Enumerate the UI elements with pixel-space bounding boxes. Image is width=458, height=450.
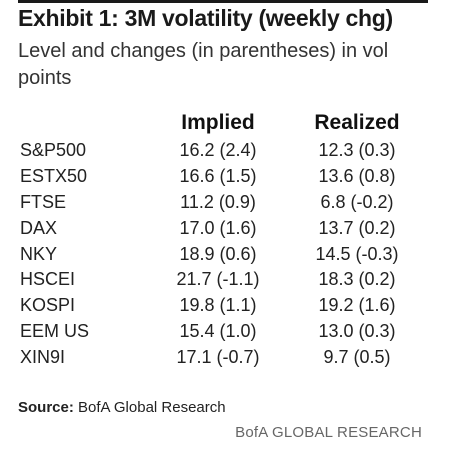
implied-value: 19.8 (1.1) <box>179 295 257 316</box>
realized-value: 14.5 (-0.3) <box>315 243 399 264</box>
header-name <box>18 108 148 138</box>
implied-value: 18.9 (0.6) <box>179 243 257 264</box>
realized-value: 19.2 (1.6) <box>318 295 396 316</box>
source-note: Source: BofA Global Research <box>18 399 226 416</box>
implied-value: 11.2 (0.9) <box>180 191 256 212</box>
index-name: EEM US <box>20 320 90 341</box>
index-name: NKY <box>20 243 58 264</box>
realized-value: 12.3 (0.3) <box>318 140 396 161</box>
exhibit-subtitle: Level and changes (in parentheses) in vo… <box>18 40 389 89</box>
header-implied: Implied <box>181 111 255 134</box>
implied-value: 21.7 (-1.1) <box>176 269 260 290</box>
index-name: XIN9I <box>20 346 66 367</box>
index-name: ESTX50 <box>20 166 88 187</box>
index-name: FTSE <box>20 191 67 212</box>
implied-value: 15.4 (1.0) <box>179 320 257 341</box>
volatility-table: Implied Realized S&P500 16.2 (2.4) 12.3 … <box>18 108 426 370</box>
top-rule <box>18 0 428 3</box>
header-realized: Realized <box>314 111 400 134</box>
index-name: KOSPI <box>20 295 76 316</box>
realized-value: 18.3 (0.2) <box>318 269 396 290</box>
index-name: DAX <box>20 217 58 238</box>
table-header-row: Implied Realized <box>18 108 426 138</box>
table-row: EEM US 15.4 (1.0) 13.0 (0.3) <box>18 319 426 345</box>
implied-value: 16.6 (1.5) <box>179 166 257 187</box>
table-row: FTSE 11.2 (0.9) 6.8 (-0.2) <box>18 190 426 216</box>
implied-value: 17.0 (1.6) <box>179 217 257 238</box>
table-row: KOSPI 19.8 (1.1) 19.2 (1.6) <box>18 293 426 319</box>
realized-value: 9.7 (0.5) <box>323 346 391 367</box>
index-name: HSCEI <box>20 269 76 290</box>
exhibit-title: Exhibit 1: 3M volatility (weekly chg) <box>18 5 393 32</box>
implied-value: 17.1 (-0.7) <box>176 346 260 367</box>
table-row: XIN9I 17.1 (-0.7) 9.7 (0.5) <box>18 344 426 370</box>
realized-value: 13.6 (0.8) <box>318 166 396 187</box>
exhibit-number: Exhibit 1: <box>18 5 119 31</box>
realized-value: 6.8 (-0.2) <box>320 191 394 212</box>
table-row: DAX 17.0 (1.6) 13.7 (0.2) <box>18 215 426 241</box>
source-label: Source: <box>18 399 74 416</box>
realized-value: 13.0 (0.3) <box>318 320 396 341</box>
brand-footer: BofA GLOBAL RESEARCH <box>235 424 422 441</box>
exhibit-name: 3M volatility (weekly chg) <box>124 5 394 31</box>
realized-value: 13.7 (0.2) <box>318 217 396 238</box>
table-row: S&P500 16.2 (2.4) 12.3 (0.3) <box>18 138 426 164</box>
table-row: ESTX50 16.6 (1.5) 13.6 (0.8) <box>18 164 426 190</box>
index-name: S&P500 <box>20 140 87 161</box>
table-row: NKY 18.9 (0.6) 14.5 (-0.3) <box>18 241 426 267</box>
implied-value: 16.2 (2.4) <box>179 140 257 161</box>
source-text: BofA Global Research <box>73 399 226 416</box>
table-row: HSCEI 21.7 (-1.1) 18.3 (0.2) <box>18 267 426 293</box>
